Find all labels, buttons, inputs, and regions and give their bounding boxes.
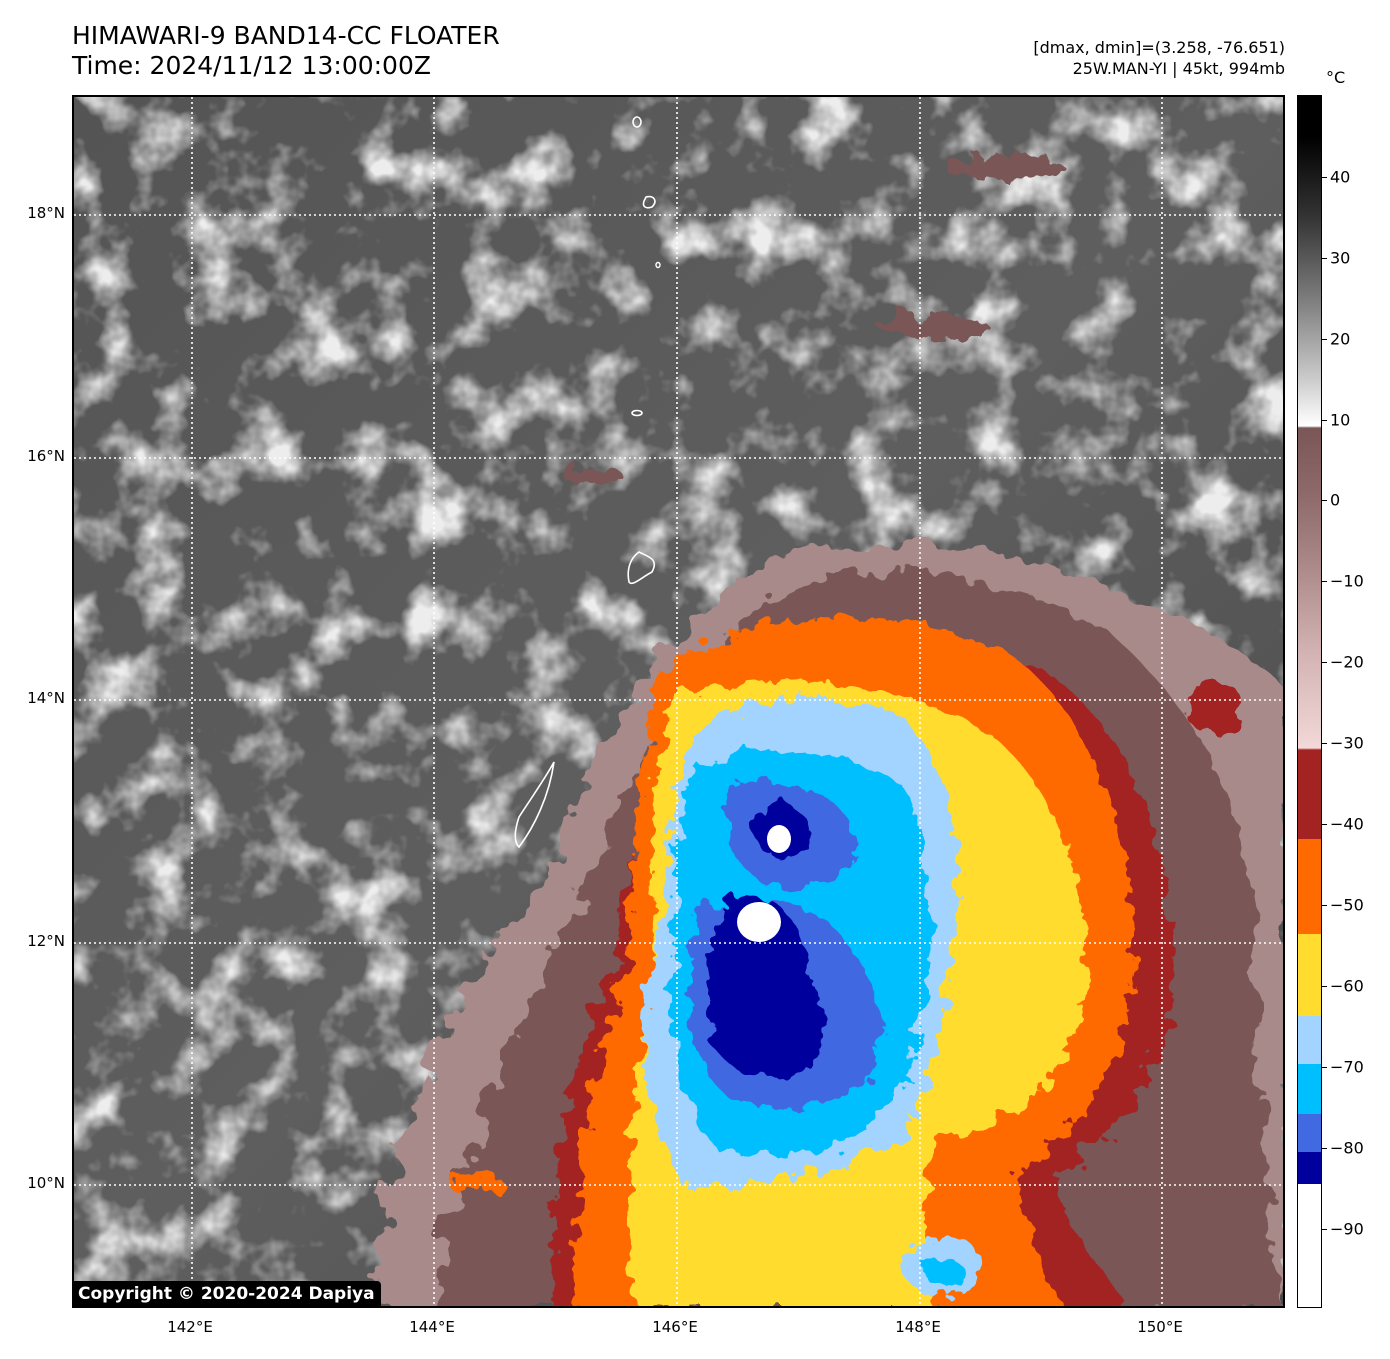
colorbar-label-minus-70: −70 (1330, 1057, 1364, 1077)
colorbar-label-0: 0 (1330, 490, 1341, 510)
colorbar-label-minus-50: −50 (1330, 895, 1364, 915)
map-timestamp: Time: 2024/11/12 13:00:00Z (72, 51, 431, 80)
colorbar-label-minus-20: −20 (1330, 652, 1364, 672)
satellite-map (72, 95, 1285, 1308)
colorbar-tick (1322, 581, 1327, 582)
lat-label-10n: 10°N (27, 1174, 65, 1192)
colorbar-label-minus-30: −30 (1330, 733, 1364, 753)
colorbar-tick (1322, 420, 1327, 421)
colorbar-label-minus-80: −80 (1330, 1138, 1364, 1158)
lon-label-146e: 146°E (652, 1318, 698, 1336)
colorbar-tick (1322, 1067, 1327, 1068)
range-info: [dmax, dmin]=(3.258, -76.651) (1033, 38, 1285, 57)
lat-label-18n: 18°N (27, 204, 65, 222)
colorbar-tick (1322, 743, 1327, 744)
grid-lines (74, 97, 1283, 1306)
colorbar-tick (1322, 339, 1327, 340)
satellite-imagery (74, 97, 1283, 1306)
lat-label-12n: 12°N (27, 932, 65, 950)
colorbar-label-40: 40 (1330, 167, 1351, 187)
lon-label-150e: 150°E (1137, 1318, 1183, 1336)
map-title: HIMAWARI-9 BAND14-CC FLOATER (72, 21, 500, 50)
colorbar-tick (1322, 986, 1327, 987)
colorbar-tick (1322, 905, 1327, 906)
temperature-colorbar (1297, 95, 1322, 1308)
colorbar-tick (1322, 1229, 1327, 1230)
lon-label-148e: 148°E (895, 1318, 941, 1336)
colorbar-tick (1322, 824, 1327, 825)
colorbar-label-10: 10 (1330, 410, 1351, 430)
colorbar-label-minus-40: −40 (1330, 814, 1364, 834)
lon-label-144e: 144°E (409, 1318, 455, 1336)
lat-label-14n: 14°N (27, 689, 65, 707)
colorbar-tick (1322, 662, 1327, 663)
colorbar-label-20: 20 (1330, 329, 1351, 349)
colorbar-label-minus-90: −90 (1330, 1219, 1364, 1239)
storm-info: 25W.MAN-YI | 45kt, 994mb (1072, 59, 1285, 78)
copyright-notice: Copyright © 2020-2024 Dapiya (72, 1281, 381, 1308)
colorbar-unit: °C (1326, 68, 1346, 87)
colorbar-tick (1322, 1148, 1327, 1149)
lat-label-16n: 16°N (27, 447, 65, 465)
colorbar-label-minus-60: −60 (1330, 976, 1364, 996)
colorbar-label-30: 30 (1330, 248, 1351, 268)
colorbar-tick (1322, 258, 1327, 259)
lon-label-142e: 142°E (167, 1318, 213, 1336)
colorbar-tick (1322, 500, 1327, 501)
colorbar-tick (1322, 177, 1327, 178)
colorbar-label-minus-10: −10 (1330, 571, 1364, 591)
